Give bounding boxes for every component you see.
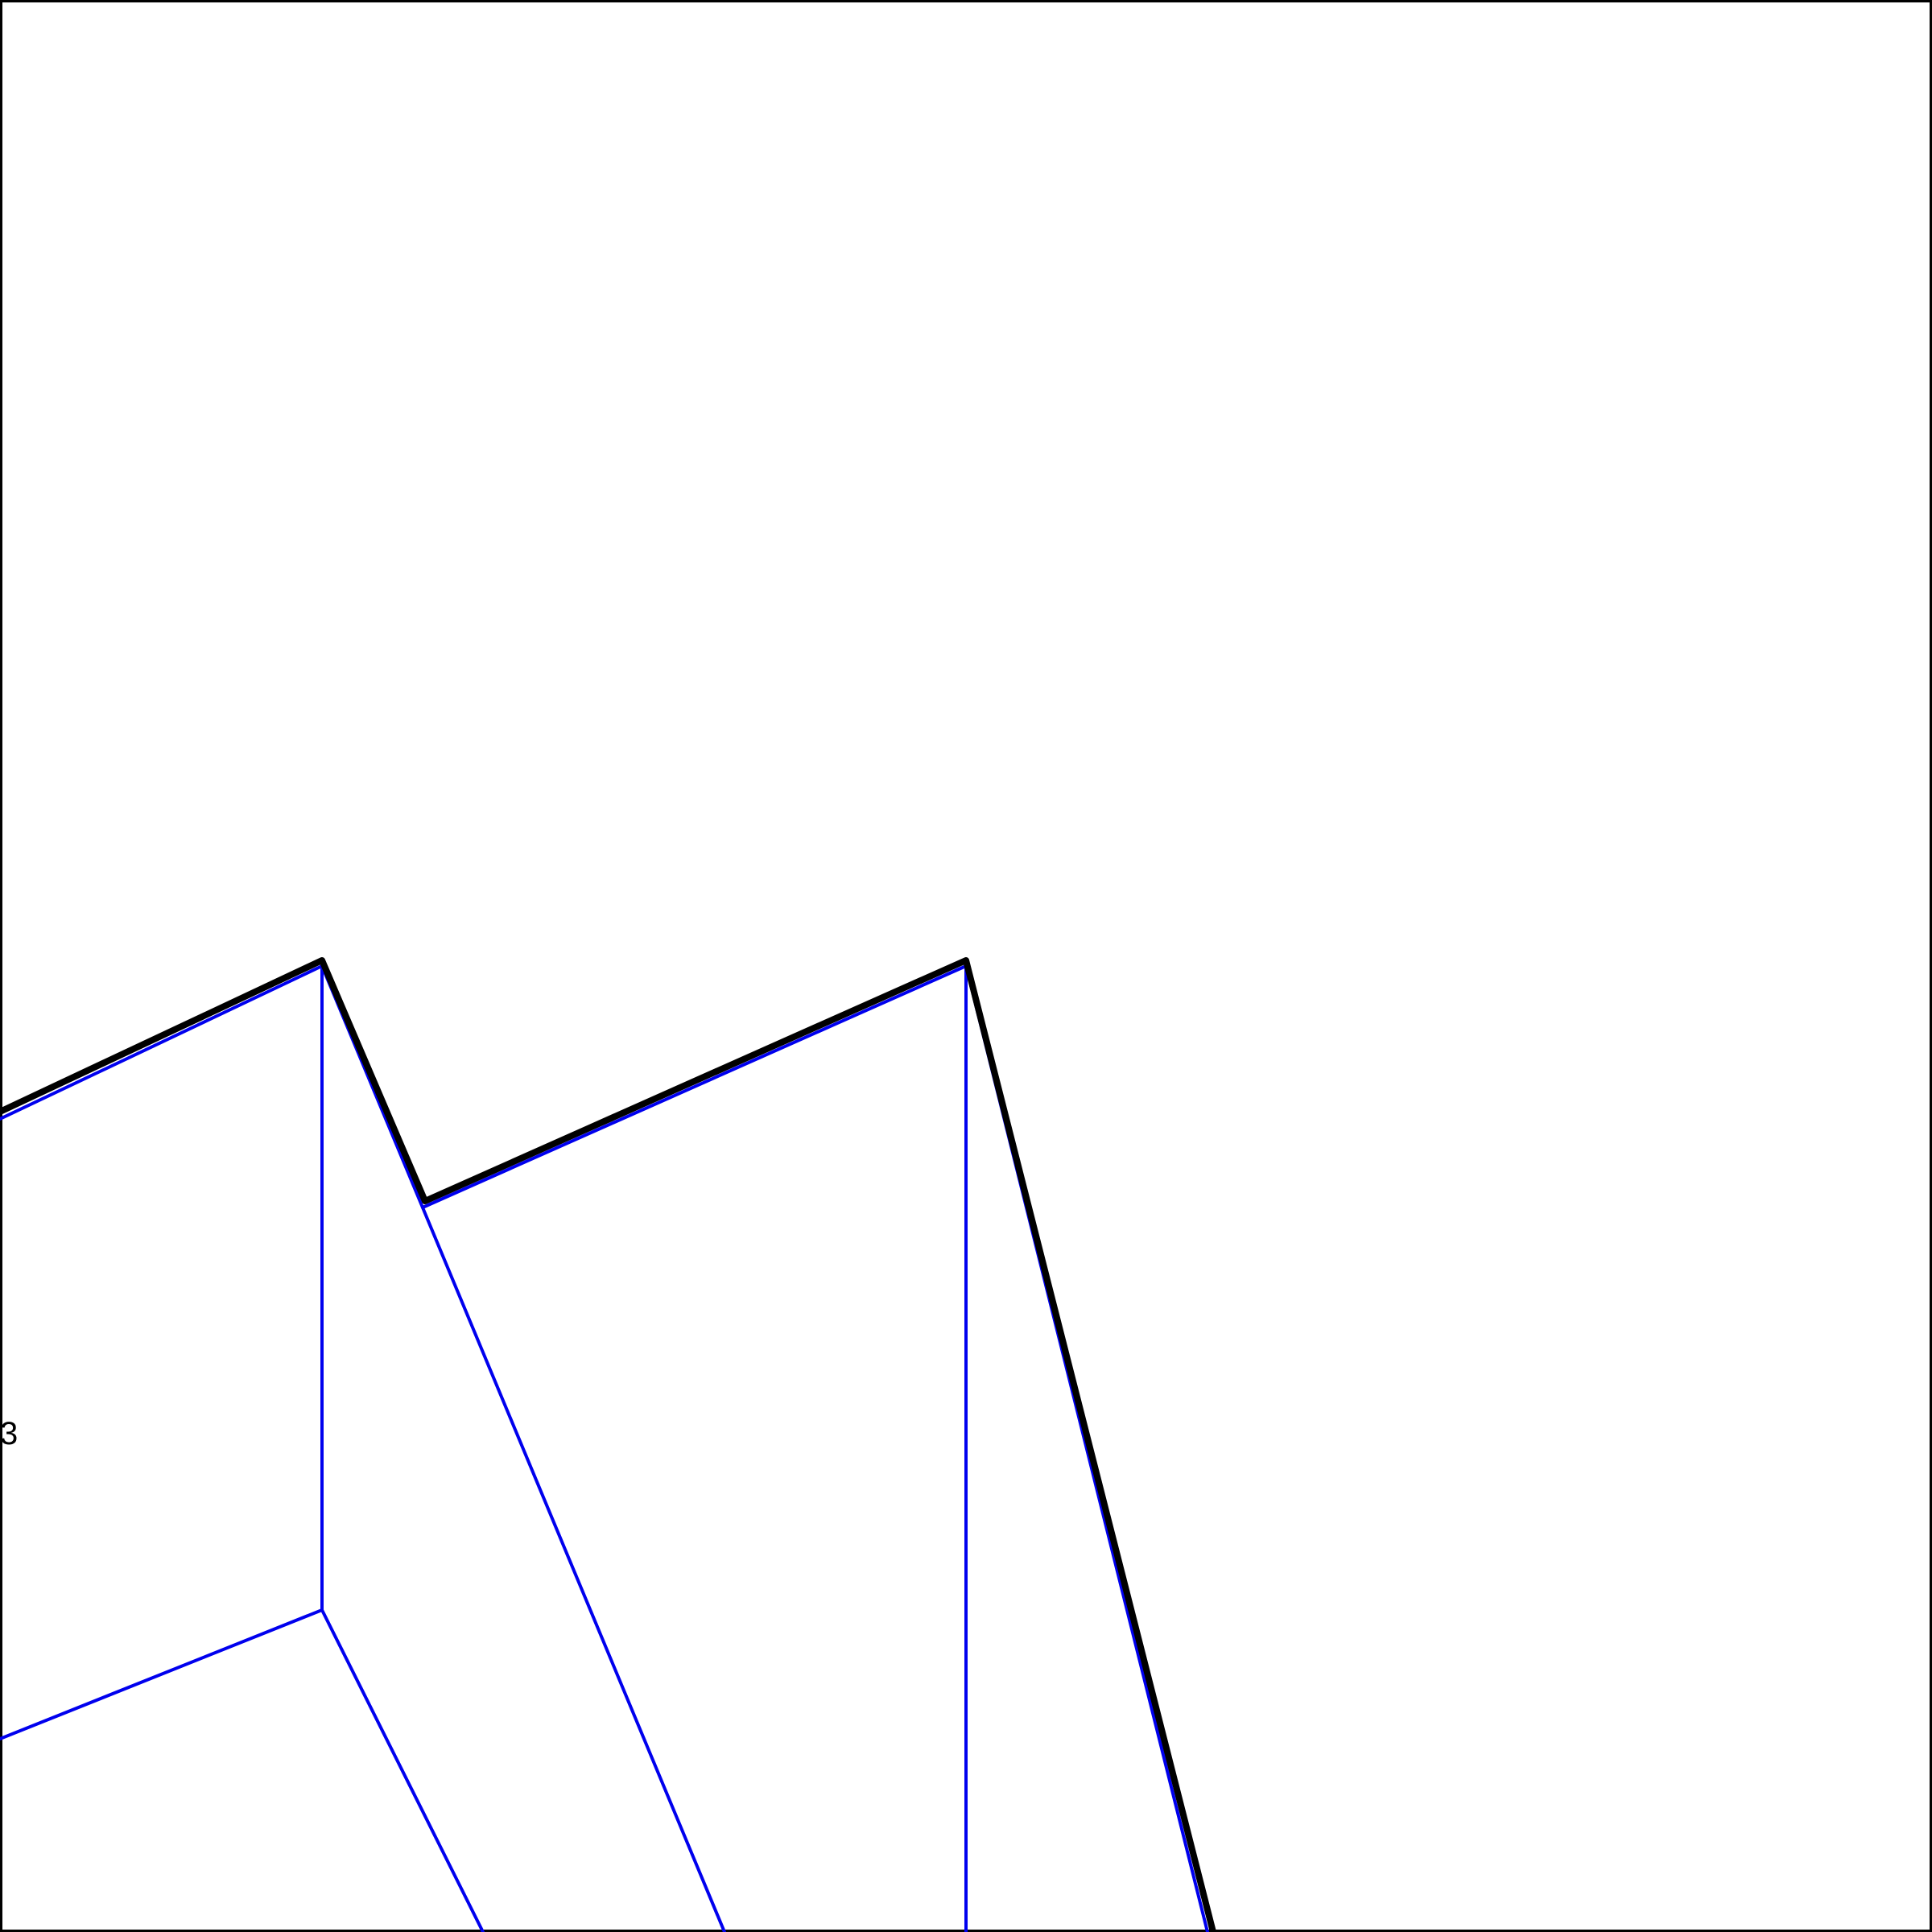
crease-lines	[0, 964, 1209, 1932]
crease-bottom-left	[0, 1608, 324, 1740]
outline-edge	[0, 957, 1216, 1932]
crease-top-left	[0, 964, 1209, 1932]
label-3: 3	[0, 1416, 18, 1451]
crease-long-diagonal	[421, 1206, 726, 1932]
crease-lower-diagonal	[320, 1608, 485, 1932]
